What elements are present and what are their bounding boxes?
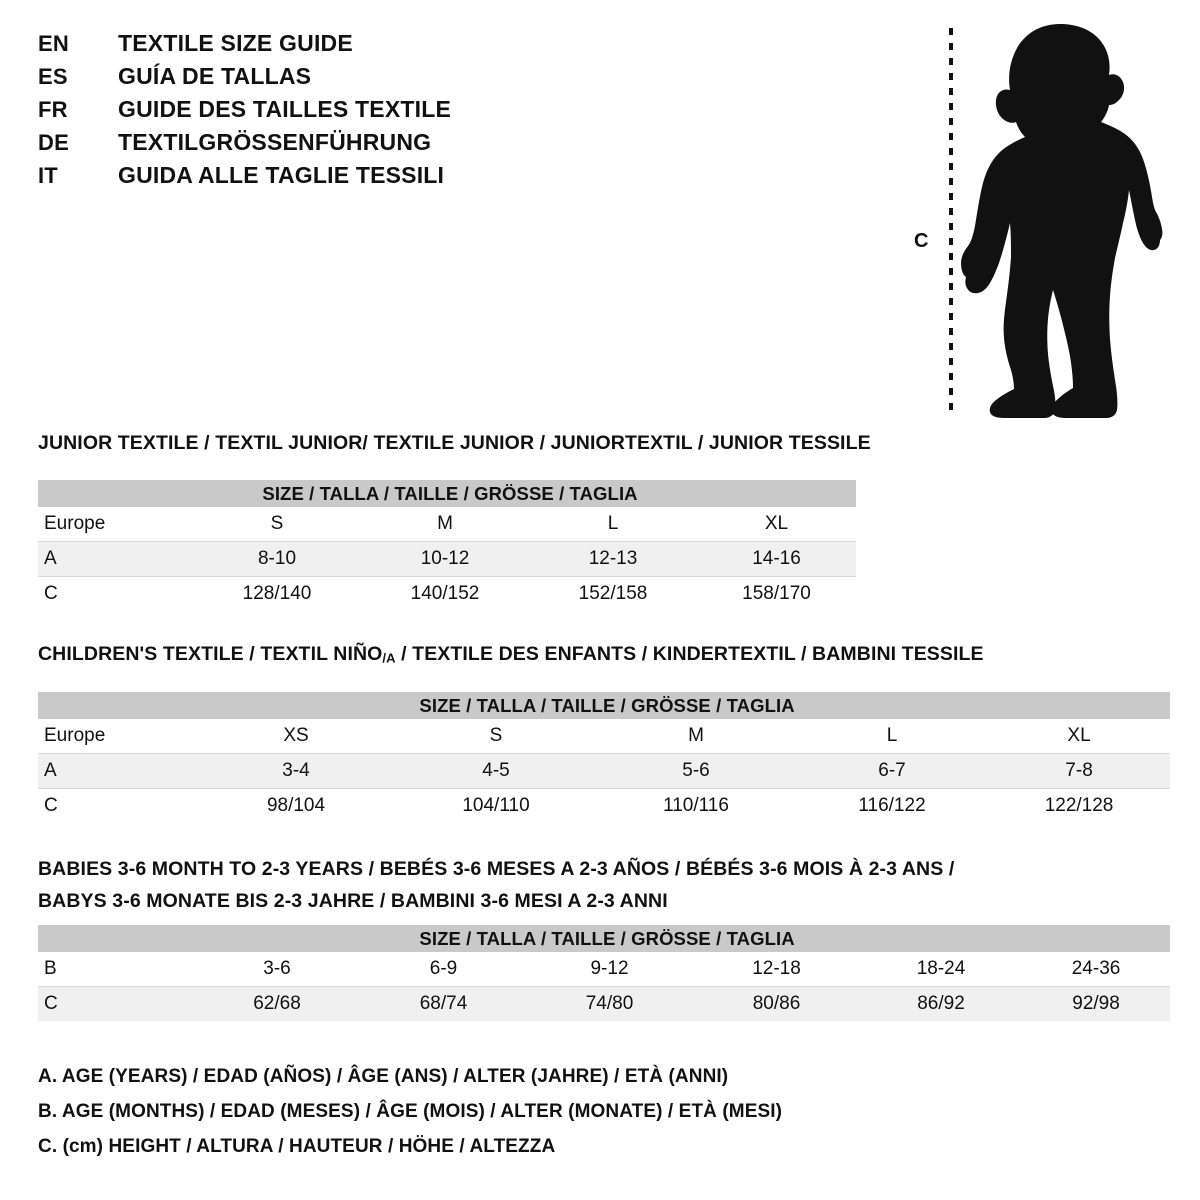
babies-row-label-c: C	[38, 986, 193, 1021]
junior-size-xl: XL	[697, 507, 857, 542]
language-row-es: ES GUÍA DE TALLAS	[38, 63, 598, 96]
table-row: B 3-6 6-9 9-12 12-18 18-24 24-36	[38, 952, 1171, 987]
babies-months-3-6: 3-6	[193, 952, 361, 987]
language-title-es: GUÍA DE TALLAS	[118, 63, 312, 89]
junior-size-m: M	[361, 507, 529, 542]
babies-height-12-18: 80/86	[693, 986, 860, 1021]
children-heading-sub: /A	[382, 650, 396, 666]
children-height-m: 110/116	[596, 788, 796, 823]
children-height-l: 116/122	[796, 788, 988, 823]
babies-row-label-b: B	[38, 952, 193, 987]
junior-height-m: 140/152	[361, 576, 529, 611]
legend-line-c: C. (cm) HEIGHT / ALTURA / HAUTEUR / HÖHE…	[38, 1136, 556, 1157]
babies-months-6-9: 6-9	[361, 952, 526, 987]
language-row-de: DE TEXTILGRÖSSENFÜHRUNG	[38, 129, 598, 162]
children-age-l: 6-7	[796, 753, 988, 789]
language-code-es: ES	[38, 64, 68, 89]
junior-table-band-label: SIZE / TALLA / TAILLE / GRÖSSE / TAGLIA	[262, 482, 638, 504]
babies-height-3-6: 62/68	[193, 986, 361, 1021]
junior-section-heading: JUNIOR TEXTILE / TEXTIL JUNIOR/ TEXTILE …	[38, 432, 871, 454]
children-size-s: S	[396, 719, 596, 754]
junior-table-band-cell: SIZE / TALLA / TAILLE / GRÖSSE / TAGLIA	[38, 480, 857, 507]
children-row-label-a: A	[38, 753, 196, 789]
children-age-xs: 3-4	[196, 753, 396, 789]
children-size-xl: XL	[988, 719, 1171, 754]
children-age-xl: 7-8	[988, 753, 1171, 789]
table-row: C 62/68 68/74 74/80 80/86 86/92 92/98	[38, 986, 1171, 1021]
babies-months-24-36: 24-36	[1022, 952, 1171, 987]
babies-height-24-36: 92/98	[1022, 986, 1171, 1021]
babies-height-9-12: 74/80	[526, 986, 693, 1021]
children-height-s: 104/110	[396, 788, 596, 823]
junior-height-l: 152/158	[529, 576, 697, 611]
junior-size-s: S	[193, 507, 361, 542]
table-row: C 98/104 104/110 110/116 116/122 122/128	[38, 788, 1171, 823]
babies-table-band-label: SIZE / TALLA / TAILLE / GRÖSSE / TAGLIA	[419, 927, 795, 949]
babies-table-band-cell: SIZE / TALLA / TAILLE / GRÖSSE / TAGLIA	[38, 925, 1171, 952]
junior-age-s: 8-10	[193, 541, 361, 577]
language-code-fr: FR	[38, 97, 68, 122]
language-code-en: EN	[38, 31, 69, 56]
junior-row-label-c: C	[38, 576, 193, 611]
measure-label-c: C	[914, 230, 929, 252]
babies-months-9-12: 9-12	[526, 952, 693, 987]
language-row-fr: FR GUIDE DES TAILLES TEXTILE	[38, 96, 598, 129]
language-row-it: IT GUIDA ALLE TAGLIE TESSILI	[38, 162, 598, 195]
junior-age-m: 10-12	[361, 541, 529, 577]
junior-size-table: SIZE / TALLA / TAILLE / GRÖSSE / TAGLIA …	[38, 480, 857, 611]
babies-height-6-9: 68/74	[361, 986, 526, 1021]
junior-row-label-a: A	[38, 541, 193, 577]
table-row: A 3-4 4-5 5-6 6-7 7-8	[38, 753, 1171, 789]
children-section-heading: CHILDREN'S TEXTILE / TEXTIL NIÑO/A / TEX…	[38, 643, 984, 666]
table-row: Europe XS S M L XL	[38, 719, 1171, 754]
babies-size-table: SIZE / TALLA / TAILLE / GRÖSSE / TAGLIA …	[38, 925, 1171, 1021]
legend-line-b: B. AGE (MONTHS) / EDAD (MESES) / ÂGE (MO…	[38, 1101, 783, 1122]
babies-height-18-24: 86/92	[860, 986, 1022, 1021]
language-title-block: EN TEXTILE SIZE GUIDE ES GUÍA DE TALLAS …	[38, 30, 598, 195]
junior-table-band-row: SIZE / TALLA / TAILLE / GRÖSSE / TAGLIA	[38, 480, 857, 507]
height-dotted-line-icon	[949, 28, 953, 418]
language-title-it: GUIDA ALLE TAGLIE TESSILI	[118, 162, 445, 188]
language-title-en: TEXTILE SIZE GUIDE	[118, 30, 353, 56]
junior-age-xl: 14-16	[697, 541, 857, 577]
children-age-s: 4-5	[396, 753, 596, 789]
legend-block: A. AGE (YEARS) / EDAD (AÑOS) / ÂGE (ANS)…	[38, 1066, 938, 1171]
children-table-band-row: SIZE / TALLA / TAILLE / GRÖSSE / TAGLIA	[38, 692, 1171, 719]
babies-section-heading-line2: BABYS 3-6 MONATE BIS 2-3 JAHRE / BAMBINI…	[38, 890, 668, 912]
children-size-m: M	[596, 719, 796, 754]
legend-line-a: A. AGE (YEARS) / EDAD (AÑOS) / ÂGE (ANS)…	[38, 1066, 729, 1087]
children-age-m: 5-6	[596, 753, 796, 789]
babies-months-12-18: 12-18	[693, 952, 860, 987]
table-row: Europe S M L XL	[38, 507, 857, 542]
junior-row-label-europe: Europe	[38, 507, 193, 542]
children-height-xl: 122/128	[988, 788, 1171, 823]
table-row: C 128/140 140/152 152/158 158/170	[38, 576, 857, 611]
language-title-fr: GUIDE DES TAILLES TEXTILE	[118, 96, 451, 122]
junior-age-l: 12-13	[529, 541, 697, 577]
children-size-table: SIZE / TALLA / TAILLE / GRÖSSE / TAGLIA …	[38, 692, 1171, 823]
babies-table-band-row: SIZE / TALLA / TAILLE / GRÖSSE / TAGLIA	[38, 925, 1171, 952]
children-heading-post: / TEXTILE DES ENFANTS / KINDERTEXTIL / B…	[395, 643, 984, 665]
children-row-label-europe: Europe	[38, 719, 196, 754]
babies-section-heading-line1: BABIES 3-6 MONTH TO 2-3 YEARS / BEBÉS 3-…	[38, 858, 955, 880]
children-height-xs: 98/104	[196, 788, 396, 823]
children-heading-pre: CHILDREN'S TEXTILE / TEXTIL NIÑO	[38, 643, 383, 665]
children-row-label-c: C	[38, 788, 196, 823]
junior-height-xl: 158/170	[697, 576, 857, 611]
junior-size-l: L	[529, 507, 697, 542]
children-size-xs: XS	[196, 719, 396, 754]
toddler-silhouette-icon	[961, 24, 1163, 418]
babies-months-18-24: 18-24	[860, 952, 1022, 987]
language-code-it: IT	[38, 163, 58, 188]
language-row-en: EN TEXTILE SIZE GUIDE	[38, 30, 598, 63]
language-title-de: TEXTILGRÖSSENFÜHRUNG	[118, 129, 432, 155]
children-table-band-label: SIZE / TALLA / TAILLE / GRÖSSE / TAGLIA	[419, 694, 795, 716]
children-size-l: L	[796, 719, 988, 754]
children-table-band-cell: SIZE / TALLA / TAILLE / GRÖSSE / TAGLIA	[38, 692, 1171, 719]
table-row: A 8-10 10-12 12-13 14-16	[38, 541, 857, 577]
height-measure-figure: C	[900, 12, 1170, 422]
language-code-de: DE	[38, 130, 69, 155]
junior-height-s: 128/140	[193, 576, 361, 611]
